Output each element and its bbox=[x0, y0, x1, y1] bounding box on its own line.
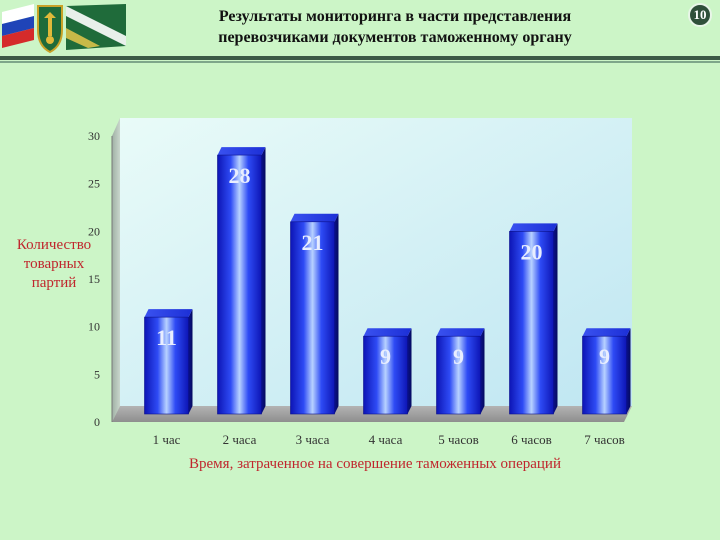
bars: 11 28 21 9 9 20 9 bbox=[144, 147, 631, 415]
x-tick-label: 3 часа bbox=[296, 432, 330, 447]
bar-front bbox=[582, 335, 627, 415]
customs-flag-icon bbox=[66, 4, 126, 50]
bar-top bbox=[144, 309, 193, 318]
y-tick-label: 10 bbox=[88, 320, 100, 334]
x-tick-labels: 1 час 2 часа 3 часа 4 часа 5 часов 6 часов 7 ч… bbox=[153, 432, 625, 447]
slide-title: Результаты мониторинга в части представл… bbox=[140, 6, 650, 48]
bar-front bbox=[217, 154, 262, 415]
bar-top bbox=[217, 147, 266, 156]
bar-value-label: 11 bbox=[156, 325, 177, 350]
bar-top bbox=[509, 223, 558, 232]
bar: 9 bbox=[363, 328, 412, 415]
bar-side bbox=[626, 328, 631, 414]
slide-title-line-1: Результаты мониторинга в части представл… bbox=[218, 8, 572, 25]
bar-value-label: 9 bbox=[453, 344, 464, 369]
bar-top bbox=[290, 213, 339, 222]
bar-front bbox=[509, 231, 554, 415]
bar-value-label: 28 bbox=[229, 163, 251, 188]
x-tick-label: 4 часа bbox=[369, 432, 403, 447]
x-tick-label: 5 часов bbox=[438, 432, 478, 447]
flags-emblem-logo bbox=[2, 4, 126, 54]
y-axis-title: Количество товарных партий bbox=[16, 237, 92, 291]
bar: 21 bbox=[290, 213, 339, 415]
bar-side bbox=[334, 213, 339, 414]
x-tick-label: 6 часов bbox=[511, 432, 551, 447]
customs-emblem-icon bbox=[37, 5, 63, 54]
bar-front bbox=[436, 335, 481, 415]
x-tick-label: 2 часа bbox=[223, 432, 257, 447]
plot-side-wall bbox=[112, 118, 120, 422]
bar-value-label: 9 bbox=[380, 344, 391, 369]
bar-value-label: 21 bbox=[302, 230, 324, 255]
bar: 9 bbox=[436, 328, 485, 415]
bar-side bbox=[480, 328, 485, 414]
y-tick-label: 20 bbox=[88, 224, 100, 238]
bar-side bbox=[553, 223, 558, 414]
bar-top bbox=[582, 328, 631, 337]
bar-front bbox=[290, 221, 335, 415]
y-tick-label: 30 bbox=[88, 129, 100, 143]
y-tick-label: 25 bbox=[88, 177, 100, 191]
bar: 11 bbox=[144, 309, 193, 415]
x-tick-label: 1 час bbox=[153, 432, 181, 447]
header-divider-light bbox=[0, 61, 720, 63]
bar-value-label: 20 bbox=[521, 239, 543, 264]
bar: 28 bbox=[217, 147, 266, 415]
bar-side bbox=[407, 328, 412, 414]
bar-front bbox=[144, 316, 189, 415]
bar: 20 bbox=[509, 223, 558, 415]
y-tick-labels: 0 5 10 15 20 25 30 bbox=[88, 129, 100, 429]
bar-side bbox=[261, 147, 266, 415]
y-tick-label: 0 bbox=[94, 415, 100, 429]
bar-front bbox=[363, 335, 408, 415]
russian-flag-icon bbox=[2, 4, 34, 48]
bar-value-label: 9 bbox=[599, 344, 610, 369]
bar: 9 bbox=[582, 328, 631, 415]
header-divider bbox=[0, 56, 720, 60]
page-number-badge: 10 bbox=[688, 3, 712, 27]
header: Результаты мониторинга в части представл… bbox=[0, 0, 720, 63]
bar-top bbox=[363, 328, 412, 337]
x-tick-label: 7 часов bbox=[584, 432, 624, 447]
y-tick-label: 15 bbox=[88, 272, 100, 286]
slide-title-line-2: перевозчиками документов таможенному орг… bbox=[218, 29, 572, 46]
bar-top bbox=[436, 328, 485, 337]
bar-side bbox=[188, 309, 193, 414]
x-axis-title: Время, затраченное на совершение таможен… bbox=[189, 456, 561, 472]
y-tick-label: 5 bbox=[94, 367, 100, 381]
